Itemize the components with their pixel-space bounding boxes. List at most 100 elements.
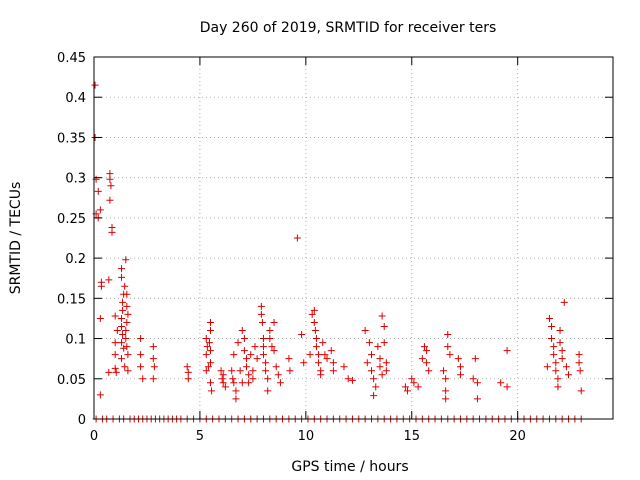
data-point xyxy=(276,379,284,387)
data-point xyxy=(378,371,386,379)
data-point xyxy=(106,175,114,183)
data-point xyxy=(575,359,583,367)
data-point xyxy=(380,322,388,330)
data-point xyxy=(270,318,278,326)
y-axis-label: SRMTID / TECUs xyxy=(8,182,24,295)
data-point xyxy=(503,383,511,391)
data-point xyxy=(550,351,558,359)
data-point xyxy=(120,344,128,352)
data-point xyxy=(207,318,215,326)
data-point xyxy=(558,355,566,363)
data-point xyxy=(315,351,323,359)
data-point xyxy=(234,339,242,347)
data-point xyxy=(111,312,119,320)
data-point xyxy=(266,335,274,343)
y-tick-label: 0.45 xyxy=(57,51,86,66)
data-point xyxy=(96,391,104,399)
data-point xyxy=(229,375,237,383)
data-point xyxy=(219,379,227,387)
data-point xyxy=(118,273,126,281)
data-point xyxy=(329,359,337,367)
data-point xyxy=(184,375,192,383)
data-point xyxy=(558,347,566,355)
data-point xyxy=(404,387,412,395)
data-point xyxy=(311,327,319,335)
data-point xyxy=(203,343,211,351)
data-point xyxy=(112,368,120,376)
data-point xyxy=(149,343,157,351)
data-point xyxy=(418,355,426,363)
y-tick-label: 0.3 xyxy=(65,172,86,187)
data-point xyxy=(259,351,267,359)
data-point xyxy=(122,256,130,264)
data-point xyxy=(368,367,376,375)
data-point xyxy=(249,375,257,383)
data-point xyxy=(560,298,568,306)
data-point xyxy=(548,322,556,330)
data-point xyxy=(340,363,348,371)
data-point xyxy=(552,367,560,375)
data-point xyxy=(410,379,418,387)
data-point xyxy=(444,331,452,339)
data-point xyxy=(111,351,119,359)
data-point xyxy=(207,359,215,367)
chart-title: Day 260 of 2019, SRMTID for receiver ter… xyxy=(200,20,497,36)
data-point xyxy=(306,351,314,359)
data-point xyxy=(259,343,267,351)
y-tick-label: 0 xyxy=(78,413,86,428)
y-tick-label: 0.4 xyxy=(65,91,86,106)
data-point xyxy=(312,343,320,351)
data-point xyxy=(442,395,450,403)
data-point xyxy=(548,335,556,343)
data-point xyxy=(149,355,157,363)
data-point xyxy=(414,383,422,391)
data-point xyxy=(554,375,562,383)
data-point xyxy=(218,375,226,383)
data-point xyxy=(270,347,278,355)
data-point xyxy=(232,395,240,403)
data-point xyxy=(118,265,126,273)
data-point xyxy=(202,367,210,375)
data-point xyxy=(94,187,102,195)
data-point xyxy=(298,331,306,339)
data-point xyxy=(370,392,378,400)
data-point xyxy=(139,375,147,383)
tick-layer: 0 0.05 0.1 0.15 0.2 0.25 0.3 0.35 0.4 0.45 0 5 10 15 2… xyxy=(57,51,613,444)
data-point xyxy=(137,335,145,343)
data-point xyxy=(264,387,272,395)
x-tick-label: 15 xyxy=(403,429,420,444)
data-point xyxy=(442,375,450,383)
data-point xyxy=(423,347,431,355)
data-point xyxy=(268,343,276,351)
data-point xyxy=(118,314,126,322)
data-point xyxy=(97,282,105,290)
data-point xyxy=(497,379,505,387)
data-point xyxy=(469,375,477,383)
x-tick-label: 20 xyxy=(509,429,526,444)
data-point xyxy=(446,351,454,359)
data-point xyxy=(554,383,562,391)
data-point xyxy=(329,367,337,375)
data-point xyxy=(293,234,301,242)
data-point xyxy=(368,351,376,359)
data-point xyxy=(323,355,331,363)
data-point xyxy=(312,335,320,343)
x-tick-label: 0 xyxy=(90,429,98,444)
data-point xyxy=(221,383,229,391)
data-point xyxy=(374,343,382,351)
data-point xyxy=(420,343,428,351)
data-point xyxy=(565,371,573,379)
data-point xyxy=(204,363,212,371)
data-point xyxy=(300,359,308,367)
data-point xyxy=(382,359,390,367)
data-point xyxy=(123,343,131,351)
data-point xyxy=(122,335,130,343)
x-axis-label: GPS time / hours xyxy=(291,459,408,475)
data-point xyxy=(376,355,384,363)
data-point xyxy=(376,363,384,371)
data-point xyxy=(202,335,210,343)
y-tick-label: 0.2 xyxy=(65,252,86,267)
data-point xyxy=(286,367,294,375)
data-point xyxy=(310,306,318,314)
